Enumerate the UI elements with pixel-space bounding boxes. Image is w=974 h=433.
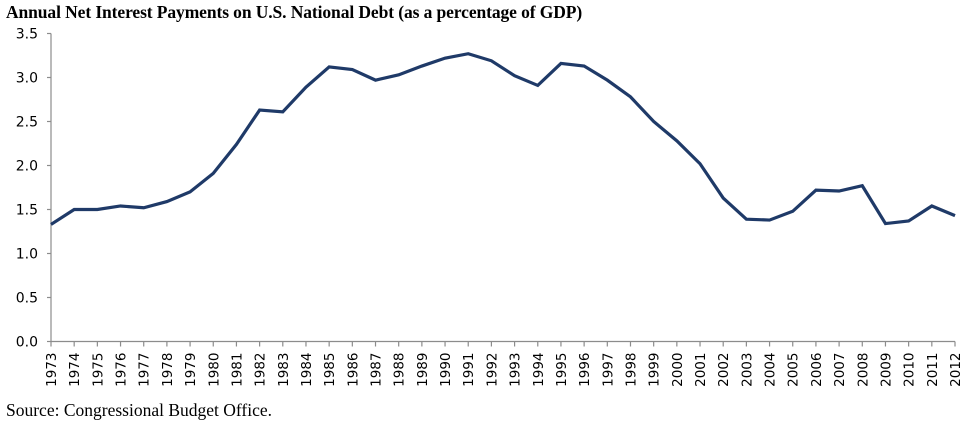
x-tick-label: 2008 [855,353,871,387]
x-tick-label: 2007 [832,353,848,387]
x-tick-label: 1988 [392,353,408,387]
x-tick-label: 1992 [484,353,500,387]
x-tick-label: 2003 [739,353,755,387]
x-tick-label: 2000 [670,353,686,387]
x-tick-label: 2012 [948,353,964,387]
x-tick-label: 1994 [531,353,547,387]
y-tick-label: 1.5 [16,203,38,219]
source-note: Source: Congressional Budget Office. [6,400,273,420]
x-tick-label: 1982 [253,353,269,387]
y-tick-label: 2.5 [16,115,38,131]
series-line [50,52,956,226]
x-tick-label: 2005 [786,353,802,387]
x-tick-label: 1978 [160,353,176,387]
x-tick-label: 2011 [925,353,941,387]
x-tick-label: 1991 [461,353,477,387]
x-tick-label: 1973 [44,353,60,387]
x-tick-label: 1983 [276,353,292,387]
x-tick-label: 2010 [902,353,918,387]
x-tick-label: 1987 [369,353,385,387]
x-tick-label: 1998 [623,353,639,387]
x-tick-label: 1993 [508,353,524,387]
x-tick-label: 1985 [322,353,338,387]
series-group [50,52,956,226]
y-tick-label: 1.0 [16,247,38,263]
y-tick-label: 0.5 [16,291,38,307]
y-tick-label: 0.0 [16,335,38,351]
x-tick-label: 1981 [229,353,245,387]
x-tick-label: 1977 [137,353,153,387]
y-tick-label: 3.5 [16,27,38,43]
x-tick-label: 1980 [206,353,222,387]
y-tick-label: 2.0 [16,159,38,175]
x-axis: 1973 1974 1975 1976 1977 1978 1979 1980 1981 1982… [44,340,964,387]
chart-title: Annual Net Interest Payments on U.S. Nat… [6,2,583,22]
x-tick-label: 1989 [415,353,431,387]
x-tick-label: 1976 [114,353,130,387]
x-tick-label: 1999 [647,353,663,387]
x-tick-label: 1974 [67,353,83,387]
x-tick-label: 1996 [577,353,593,387]
x-tick-label: 1995 [554,353,570,387]
x-tick-label: 1997 [600,353,616,387]
y-axis: 0.0 0.5 1.0 1.5 2.0 2.5 3.0 3.5 [16,27,52,351]
x-tick-label: 1979 [183,353,199,387]
x-tick-label: 2009 [878,353,894,387]
x-tick-label: 1975 [90,353,106,387]
x-tick-label: 2002 [716,353,732,387]
x-tick-label: 1986 [345,353,361,387]
x-tick-label: 2001 [693,353,709,387]
x-tick-label: 1984 [299,353,315,387]
x-tick-label: 2004 [763,353,779,387]
x-tick-label: 1990 [438,353,454,387]
y-tick-label: 3.0 [16,71,38,87]
x-tick-label: 2006 [809,353,825,387]
